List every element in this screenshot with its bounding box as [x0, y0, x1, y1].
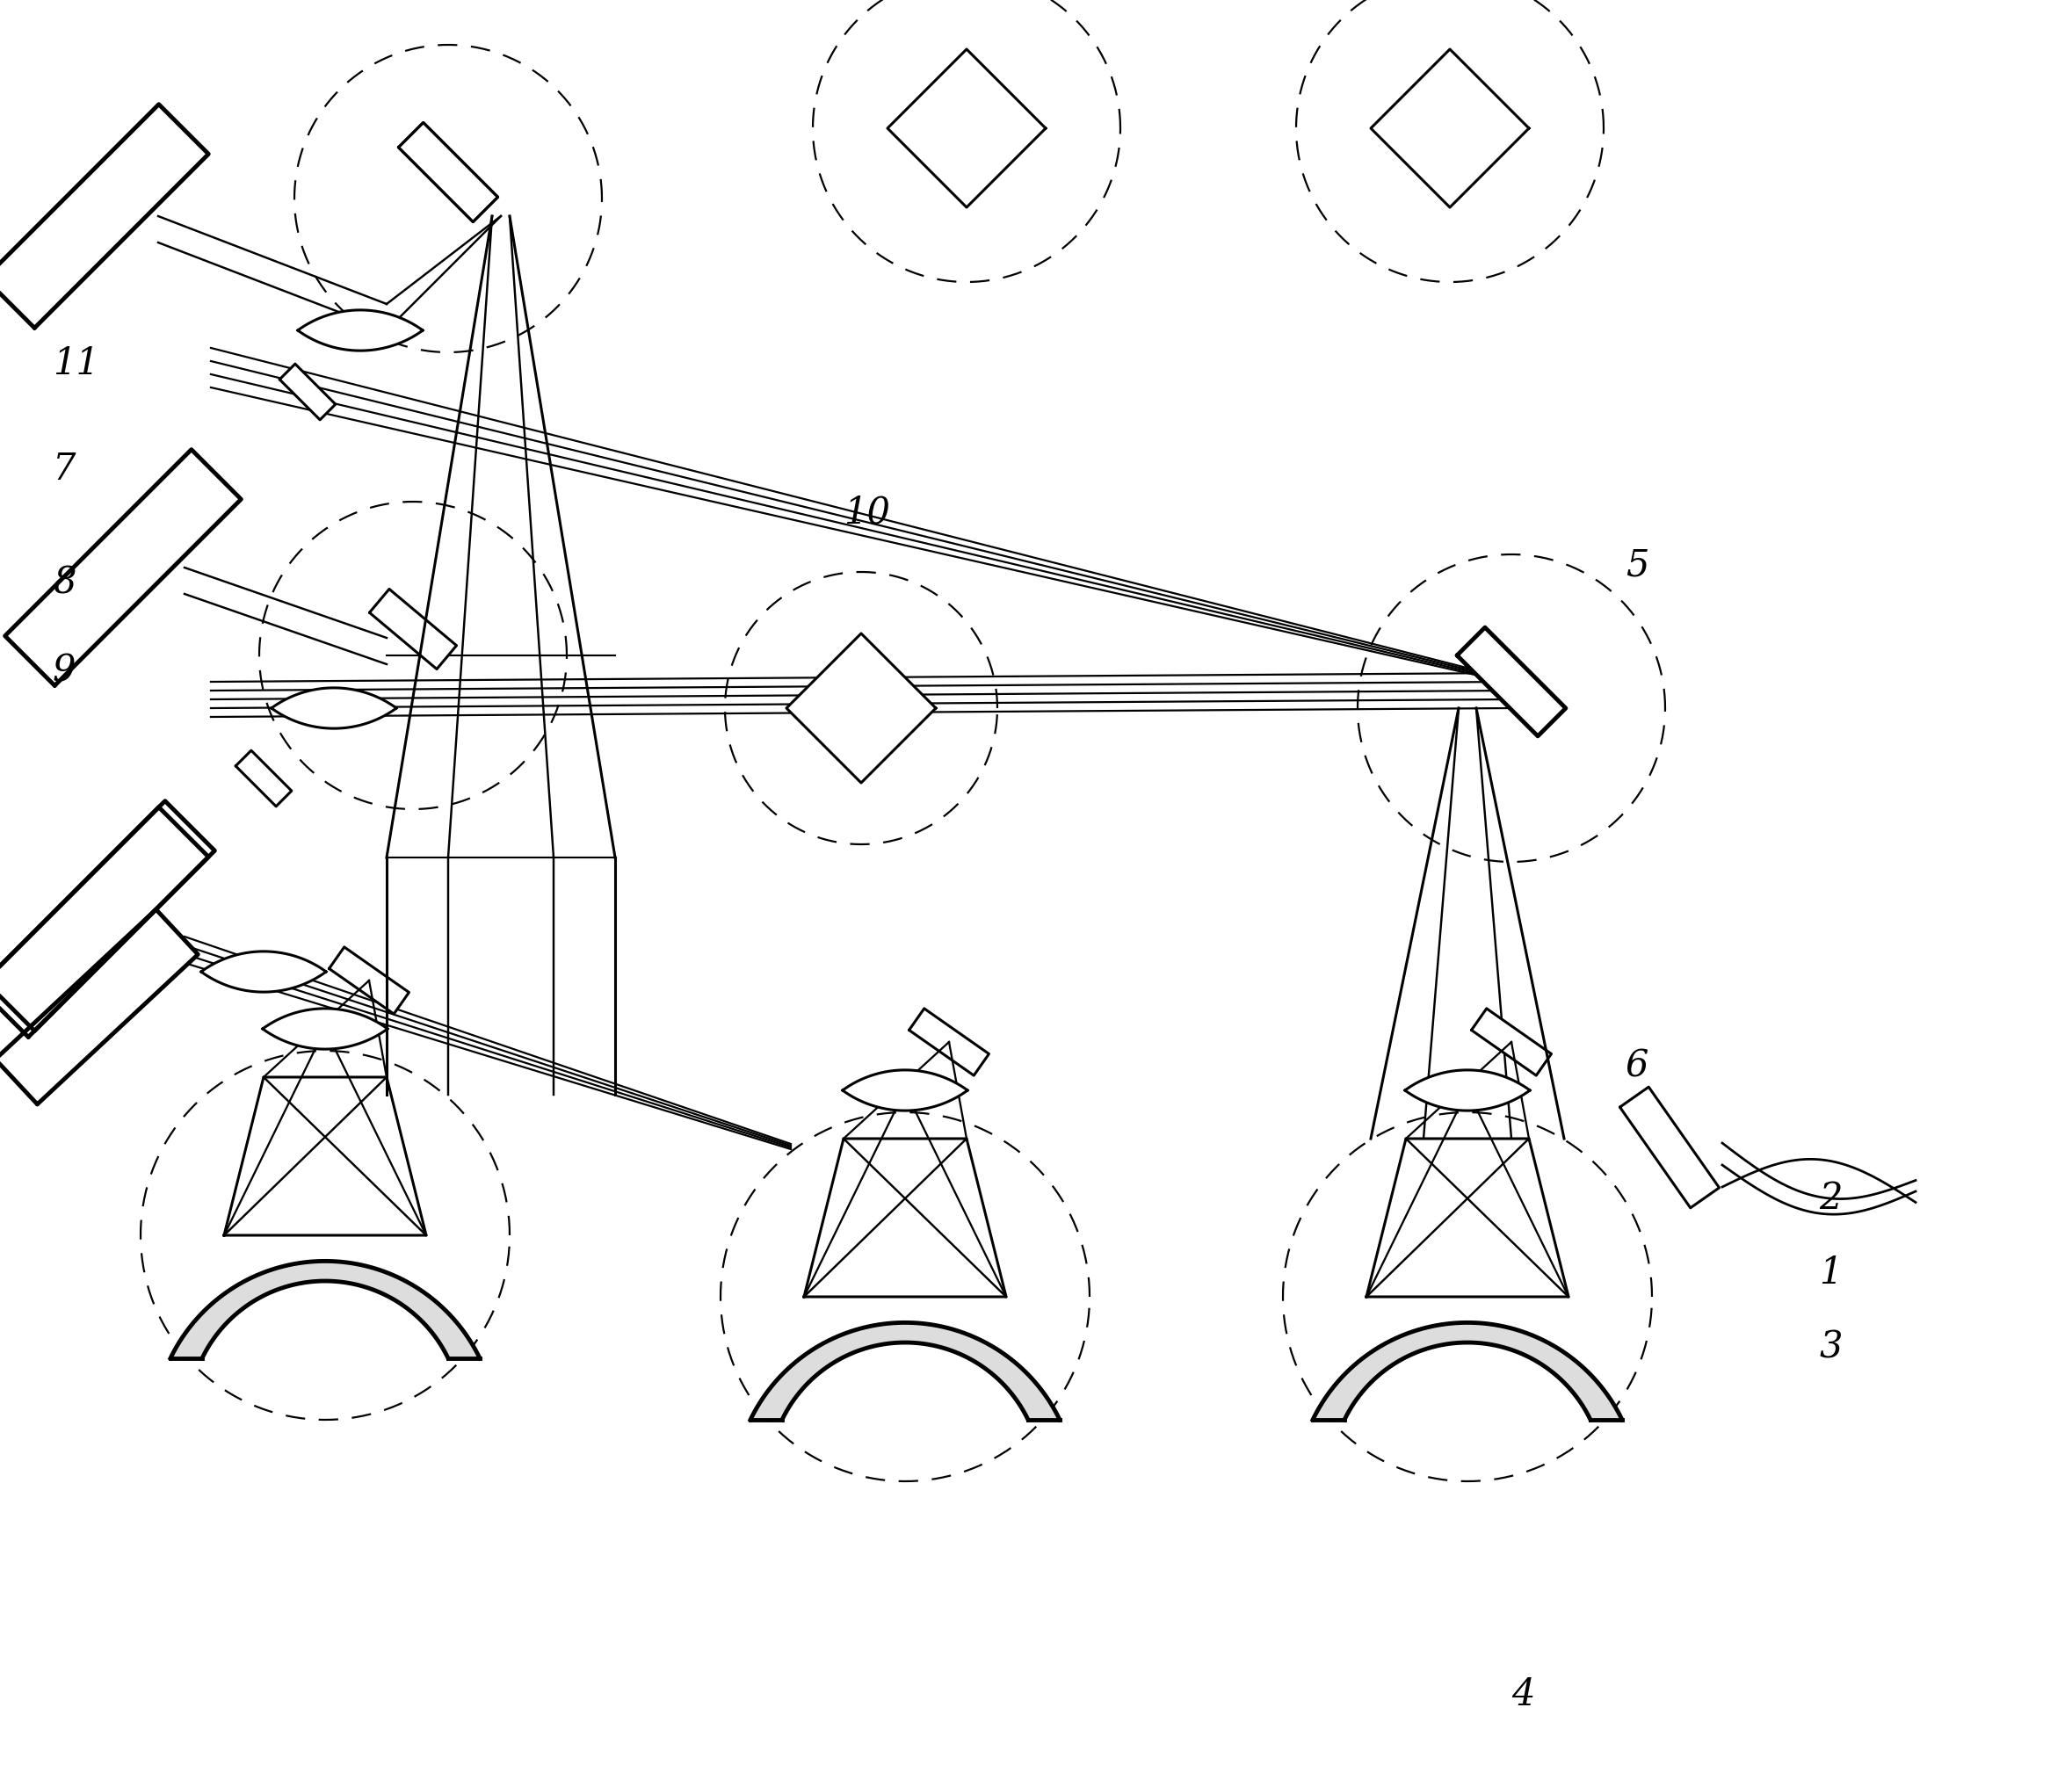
Polygon shape [298, 310, 423, 351]
Polygon shape [201, 951, 325, 991]
Polygon shape [0, 806, 209, 1031]
Polygon shape [1457, 627, 1566, 737]
Text: 5: 5 [1627, 548, 1649, 584]
Polygon shape [4, 450, 240, 685]
Polygon shape [843, 1070, 968, 1111]
Text: 2: 2 [1819, 1180, 1842, 1218]
Text: 6: 6 [1627, 1048, 1649, 1086]
Text: 9: 9 [52, 653, 77, 689]
Polygon shape [280, 363, 336, 420]
Text: 4: 4 [1510, 1677, 1535, 1712]
Polygon shape [398, 123, 497, 222]
Polygon shape [0, 105, 209, 328]
Polygon shape [0, 801, 215, 1038]
Polygon shape [887, 50, 1046, 206]
Polygon shape [910, 1009, 988, 1075]
Text: 1: 1 [1819, 1255, 1842, 1292]
Text: 7: 7 [52, 450, 77, 488]
Polygon shape [271, 687, 396, 728]
Text: 8: 8 [52, 564, 77, 602]
Polygon shape [804, 1139, 1007, 1298]
Polygon shape [398, 123, 497, 222]
Polygon shape [236, 751, 292, 806]
Polygon shape [329, 947, 408, 1015]
Polygon shape [787, 634, 937, 783]
Polygon shape [1365, 1139, 1569, 1298]
Polygon shape [224, 1077, 427, 1235]
Polygon shape [263, 1009, 387, 1048]
Polygon shape [1471, 1009, 1552, 1075]
Polygon shape [1372, 50, 1529, 206]
Text: 10: 10 [843, 495, 891, 532]
Polygon shape [750, 1323, 1059, 1420]
Polygon shape [369, 589, 456, 669]
Text: 3: 3 [1819, 1330, 1842, 1367]
Polygon shape [1405, 1070, 1529, 1111]
Polygon shape [170, 1260, 481, 1358]
Text: 11: 11 [52, 345, 99, 383]
Polygon shape [1314, 1323, 1622, 1420]
Polygon shape [0, 910, 199, 1104]
Polygon shape [1620, 1088, 1720, 1209]
